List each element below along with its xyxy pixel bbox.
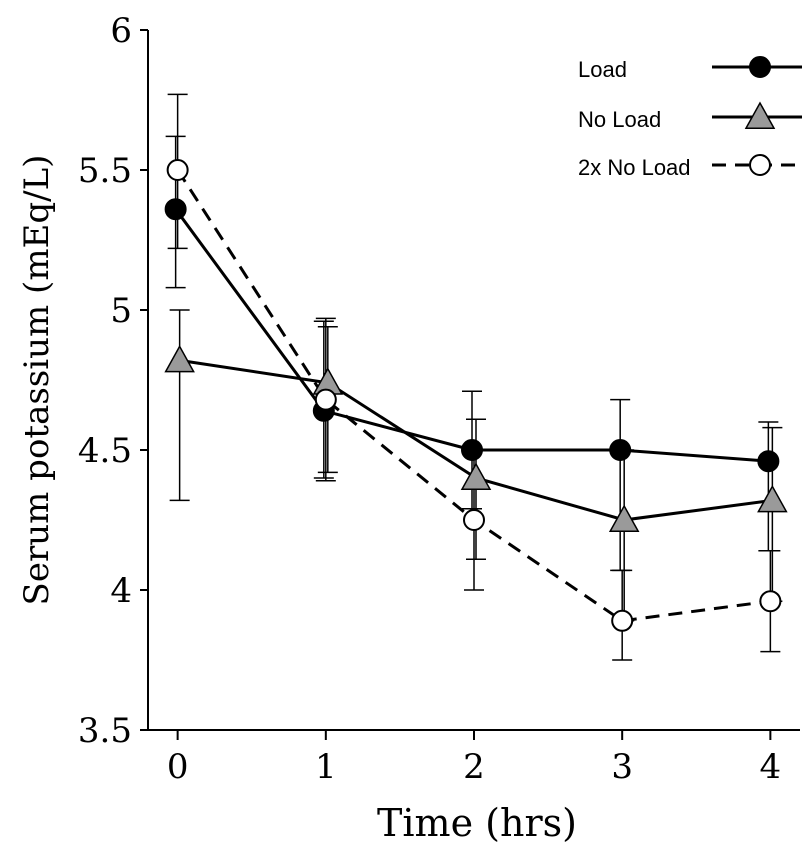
2x-no-load-point xyxy=(611,609,634,632)
legend-label-load: Load xyxy=(578,57,627,82)
load-point xyxy=(757,450,780,473)
y-tick-label: 3.5 xyxy=(78,711,132,751)
legend-marker-no-load xyxy=(744,101,776,129)
y-tick-label: 6 xyxy=(110,11,132,51)
y-tick-label: 5.5 xyxy=(78,151,132,191)
legend: Load No Load 2x No Load xyxy=(578,56,802,180)
2x-no-load-point xyxy=(314,388,337,411)
y-tick-label: 4 xyxy=(110,571,132,611)
series-markers xyxy=(164,159,788,632)
x-tick-label: 3 xyxy=(611,747,633,787)
load-point xyxy=(164,198,187,221)
legend-label-2x-no-load: 2x No Load xyxy=(578,155,691,180)
y-tick-label: 5 xyxy=(110,291,132,331)
axes xyxy=(140,29,800,740)
y-tick-label: 4.5 xyxy=(78,431,132,471)
no-load-point xyxy=(164,344,195,373)
2x-no-load-point xyxy=(166,159,189,181)
legend-marker-load xyxy=(749,56,771,78)
2x-no-load-point xyxy=(463,509,485,531)
x-tick-label: 4 xyxy=(760,747,782,787)
x-tick-label: 0 xyxy=(167,747,189,787)
y-axis-label: Serum potassium (mEq/L) xyxy=(17,155,57,606)
2x-no-load-point xyxy=(759,590,782,613)
no-load-point xyxy=(460,462,492,490)
x-tick-label: 1 xyxy=(315,747,337,787)
x-tick-label: 2 xyxy=(463,747,485,787)
legend-label-no-load: No Load xyxy=(578,107,661,132)
tick-labels: 3.5 4 4.5 5 5.5 6 0 1 2 3 4 xyxy=(78,11,781,787)
no-load-point xyxy=(757,484,788,513)
load-point xyxy=(609,439,632,461)
legend-marker-2x-no-load xyxy=(749,154,771,176)
load-point xyxy=(461,439,483,461)
no-load-point xyxy=(608,504,640,532)
x-axis-label: Time (hrs) xyxy=(377,801,577,845)
